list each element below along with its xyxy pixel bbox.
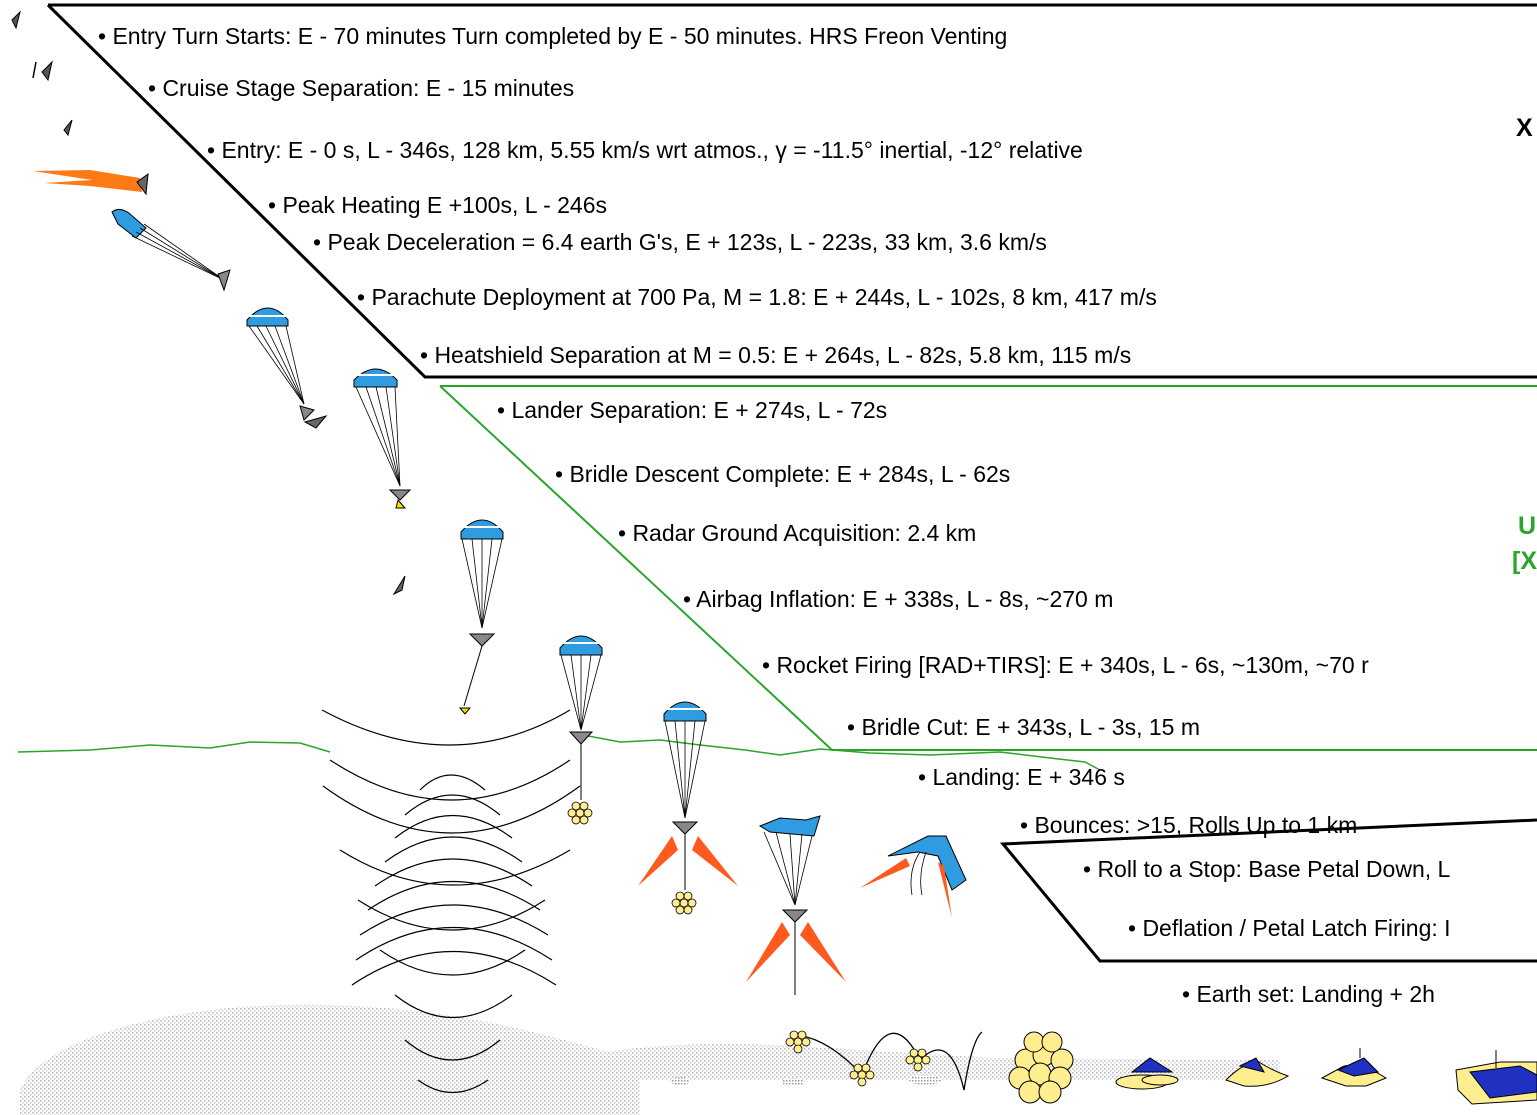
event-bridle-cut: • Bridle Cut: E + 343s, L - 3s, 15 m: [847, 714, 1200, 740]
event-heatshield-separation: • Heatshield Separation at M = 0.5: E + …: [420, 342, 1132, 368]
event-bounces: • Bounces: >15, Rolls Up to 1 km: [1020, 812, 1358, 838]
airbag-bounces: [785, 1030, 983, 1091]
cruise-vehicle-icons: [11, 10, 73, 137]
airbag-at-rest: [1008, 1031, 1074, 1104]
parachute-2: [353, 368, 412, 509]
parachute-1: [246, 307, 328, 429]
event-radar-acquisition: • Radar Ground Acquisition: 2.4 km: [618, 520, 977, 546]
event-peak-deceleration: • Peak Deceleration = 6.4 earth G's, E +…: [313, 229, 1047, 255]
deflated-lander-2: [1225, 1057, 1290, 1087]
event-entry: • Entry: E - 0 s, L - 346s, 128 km, 5.55…: [207, 137, 1083, 163]
parachute-4: [559, 635, 603, 825]
deflated-lander-3: [1320, 1048, 1388, 1087]
parachute-3: [458, 519, 504, 715]
side-label-x: X: [1516, 114, 1533, 142]
ground-line: [17, 734, 1101, 771]
ground-haze: [20, 1004, 1280, 1115]
event-roll-to-stop: • Roll to a Stop: Base Petal Down, L: [1083, 856, 1451, 882]
cutaway-backshell: [860, 835, 967, 918]
radar-acquisition-rings: [321, 709, 581, 1093]
event-airbag-inflation: • Airbag Inflation: E + 338s, L - 8s, ~2…: [683, 586, 1114, 612]
event-parachute-deployment: • Parachute Deployment at 700 Pa, M = 1.…: [357, 284, 1157, 310]
event-peak-heating: • Peak Heating E +100s, L - 246s: [268, 192, 607, 218]
deployed-lander: [1455, 1050, 1537, 1105]
deflated-lander-1: [1115, 1057, 1179, 1090]
heatshield-icon: [392, 575, 406, 596]
event-rocket-firing: • Rocket Firing [RAD+TIRS]: E + 340s, L …: [762, 652, 1369, 678]
event-lander-separation: • Lander Separation: E + 274s, L - 72s: [497, 397, 888, 423]
event-deflation: • Deflation / Petal Latch Firing: I: [1128, 915, 1451, 941]
side-label-x-bracket: [X: [1512, 547, 1537, 575]
entry-phase-divider: [46, 3, 1537, 379]
event-landing: • Landing: E + 346 s: [918, 764, 1125, 790]
peak-deceleration-vehicle: [111, 208, 231, 292]
parachute-5-rocket-firing: [638, 701, 738, 915]
event-entry-turn: • Entry Turn Starts: E - 70 minutes Turn…: [98, 23, 1008, 49]
landing-phase-divider: [999, 818, 1537, 963]
bridle-cut-vehicle: [746, 815, 846, 995]
side-label-u: U: [1518, 512, 1537, 540]
event-cruise-stage-separation: • Cruise Stage Separation: E - 15 minute…: [148, 75, 575, 101]
event-earth-set: • Earth set: Landing + 2h: [1182, 981, 1435, 1007]
descent-phase-divider: [439, 385, 1537, 751]
entry-heating-plume: [33, 170, 149, 196]
event-bridle-descent: • Bridle Descent Complete: E + 284s, L -…: [555, 461, 1011, 487]
